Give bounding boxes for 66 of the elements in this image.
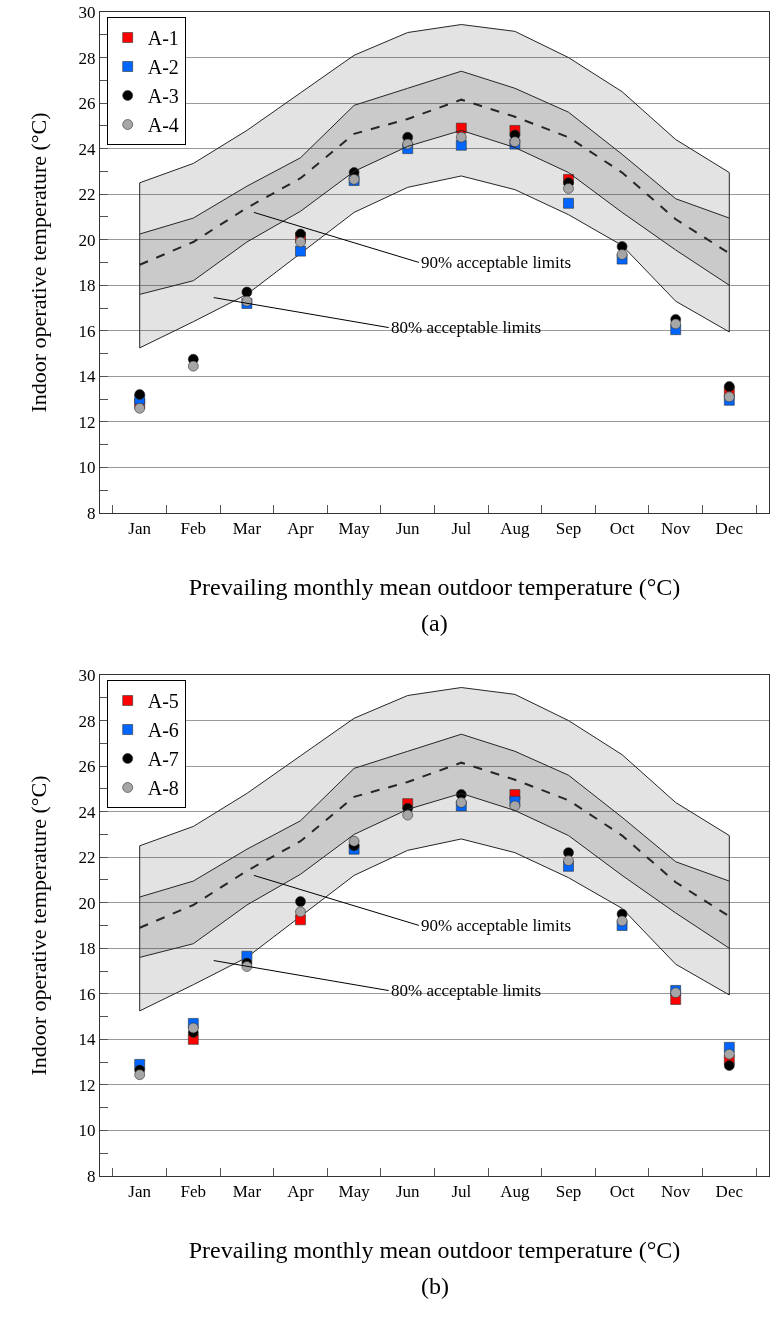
x-tick-label: Jan bbox=[128, 1182, 152, 1202]
y-axis-title: Indoor operative temperature (°C) bbox=[26, 775, 51, 1076]
text: (b) bbox=[421, 1273, 449, 1299]
y-tick-label: 24 bbox=[78, 139, 97, 159]
x-axis-title: Prevailing monthly mean outdoor temperature (°C) bbox=[188, 574, 681, 600]
legend-label: A-1 bbox=[147, 27, 179, 50]
x-tick-label: Dec bbox=[715, 1182, 744, 1202]
x-tick-label: Jan bbox=[128, 519, 152, 539]
x-tick-label: Jul bbox=[451, 1182, 472, 1202]
annotation: 80% acceptable limits bbox=[391, 981, 542, 1000]
x-tick-label: Apr bbox=[287, 519, 315, 539]
x-tick-label: Jun bbox=[395, 1182, 420, 1202]
y-tick-label: 26 bbox=[78, 94, 96, 114]
annotation: 90% acceptable limits bbox=[421, 916, 572, 935]
x-tick-label: Oct bbox=[609, 1182, 635, 1202]
y-tick-label: 26 bbox=[78, 757, 96, 777]
legend-label: A-5 bbox=[147, 690, 179, 713]
y-tick-label: 14 bbox=[78, 1030, 97, 1050]
y-tick-label: 18 bbox=[78, 276, 96, 296]
legend-label: A-6 bbox=[147, 719, 179, 742]
y-tick-label: 8 bbox=[87, 1166, 96, 1186]
x-tick-label: Nov bbox=[661, 519, 691, 539]
x-tick-label: Sep bbox=[555, 1182, 582, 1202]
y-tick-label: 28 bbox=[78, 711, 96, 731]
x-tick-label: Aug bbox=[500, 519, 531, 539]
y-tick-label: 18 bbox=[78, 939, 96, 959]
x-tick-label: Mar bbox=[232, 519, 262, 539]
y-tick-label: 30 bbox=[78, 2, 96, 22]
y-tick-label: 30 bbox=[78, 665, 96, 685]
x-tick-label: Dec bbox=[715, 519, 744, 539]
x-tick-label: Apr bbox=[287, 1182, 315, 1202]
x-tick-label: May bbox=[338, 519, 371, 539]
y-tick-label: 10 bbox=[78, 458, 96, 478]
legend-label: A-7 bbox=[147, 748, 179, 771]
y-axis-title: Indoor operative temperature (°C) bbox=[26, 112, 51, 413]
y-tick-label: 20 bbox=[78, 893, 96, 913]
y-tick-label: 24 bbox=[78, 802, 97, 822]
x-tick-label: Sep bbox=[555, 519, 582, 539]
x-tick-label: Nov bbox=[661, 1182, 691, 1202]
y-tick-label: 16 bbox=[78, 321, 96, 341]
y-tick-label: 14 bbox=[78, 367, 97, 387]
text: (a) bbox=[421, 610, 448, 636]
legend-label: A-3 bbox=[147, 85, 179, 108]
x-axis-title: Prevailing monthly mean outdoor temperature (°C) bbox=[188, 1237, 681, 1263]
x-tick-label: Oct bbox=[609, 519, 635, 539]
y-tick-label: 12 bbox=[78, 412, 96, 432]
y-tick-label: 8 bbox=[87, 503, 96, 523]
x-tick-label: Mar bbox=[232, 1182, 262, 1202]
y-tick-label: 22 bbox=[78, 185, 96, 205]
x-tick-label: May bbox=[338, 1182, 371, 1202]
y-tick-label: 28 bbox=[78, 48, 96, 68]
x-tick-label: Jun bbox=[395, 519, 420, 539]
legend-label: A-2 bbox=[147, 56, 179, 79]
y-tick-label: 16 bbox=[78, 984, 96, 1004]
x-tick-label: Aug bbox=[500, 1182, 531, 1202]
x-tick-label: Feb bbox=[180, 519, 207, 539]
y-tick-label: 10 bbox=[78, 1121, 96, 1141]
annotation: 80% acceptable limits bbox=[391, 318, 542, 337]
legend-label: A-8 bbox=[147, 777, 179, 800]
x-tick-label: Jul bbox=[451, 519, 472, 539]
x-tick-label: Feb bbox=[180, 1182, 207, 1202]
y-tick-label: 12 bbox=[78, 1075, 96, 1095]
annotation: 90% acceptable limits bbox=[421, 253, 572, 272]
legend-label: A-4 bbox=[147, 114, 179, 137]
y-tick-label: 20 bbox=[78, 230, 96, 250]
y-tick-label: 22 bbox=[78, 848, 96, 868]
